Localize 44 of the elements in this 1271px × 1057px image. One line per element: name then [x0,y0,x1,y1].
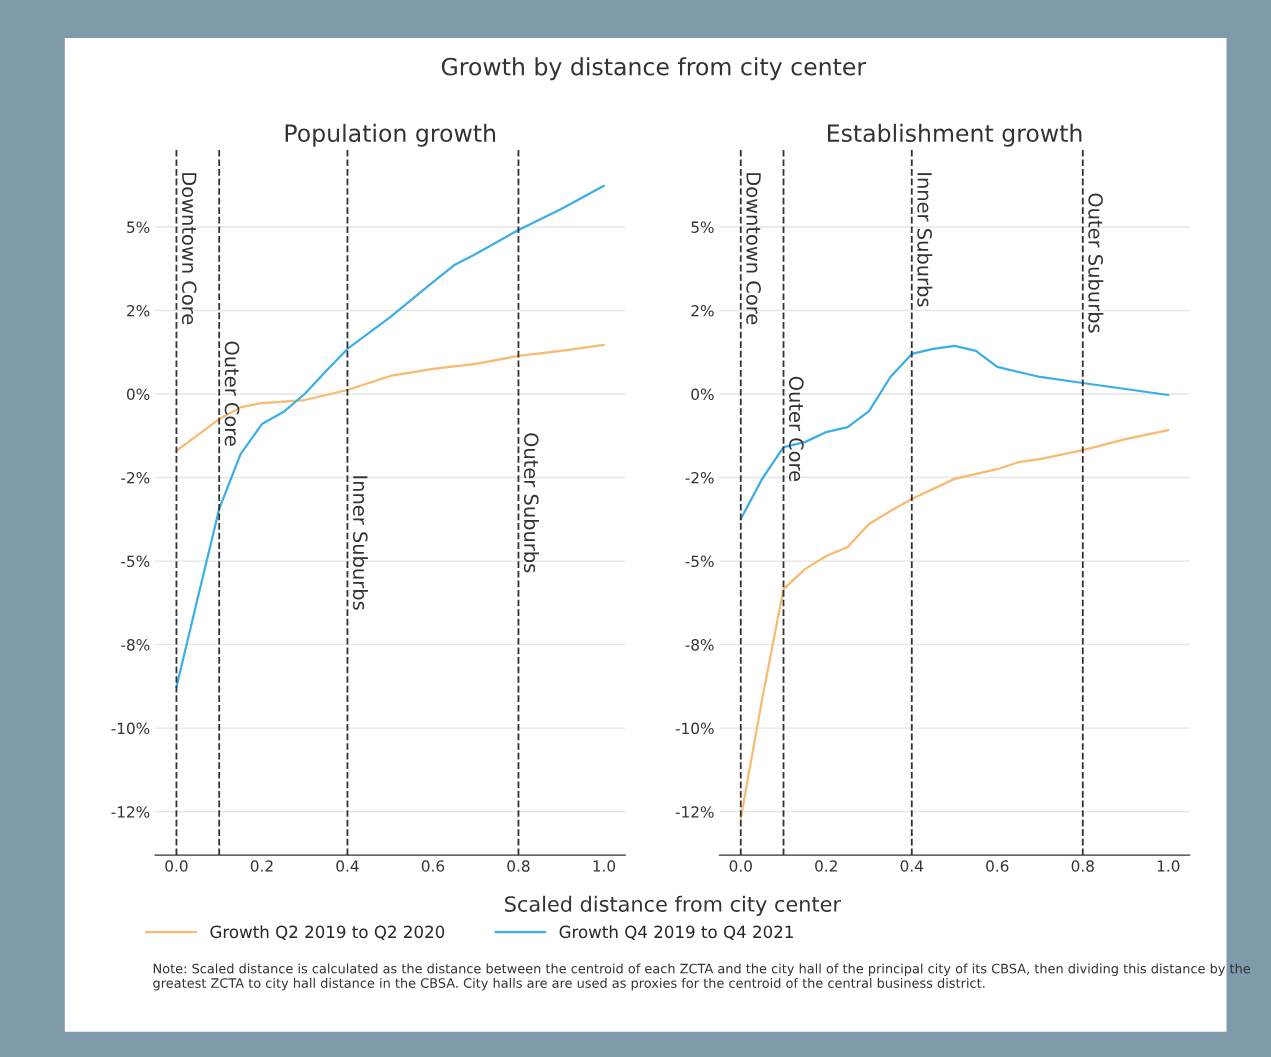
y-tick-label: 2% [127,304,150,317]
text: Note: Scaled distance is calculated as the distance between the centroid of each ZCTA and the city hall of the principal city of its CBSA, then dividing this distance by the greatest ZCTA to city hall distance in the CBSA. City halls are are used as proxies for the centroid of the central business district. [153,963,1251,991]
x-tick-label: 0.0 [165,860,188,872]
y-tick-label: 5% [691,221,714,233]
ref-line-label: Outer Core [224,341,240,446]
x-tick-label: 1.0 [1157,860,1180,872]
x-tick-label: 0.8 [1071,860,1094,872]
ref-line-label: Downtown Core [181,173,197,325]
x-tick-label: 1.0 [593,860,616,872]
y-tick-label: -10% [111,722,150,735]
x-tick-label: 0.2 [815,860,837,872]
ref-line-label: Inner Suburbs [917,173,933,307]
text: Growth by distance from city center [441,57,867,81]
ref-line-label: Outer Suburbs [1088,193,1104,333]
ref-line-label: Downtown Core [746,173,761,325]
ref-line-label: Inner Suburbs [352,476,368,610]
y-tick-label: -8% [685,639,714,651]
y-tick-label: -2% [121,472,150,484]
y-tick-label: 5% [127,221,150,233]
y-tick-label: -10% [675,722,714,735]
y-tick-label: 2% [691,304,714,317]
x-tick-label: 0.8 [507,860,530,872]
x-tick-label: 0.0 [729,860,752,872]
x-tick-label: 0.2 [250,860,273,872]
y-tick-label: -2% [685,472,714,484]
y-tick-label: -12% [675,806,714,818]
y-tick-label: -12% [111,806,150,818]
y-tick-label: 0% [691,388,714,401]
chart-title: Establishment growth [827,123,1082,147]
x-tick-label: 0.6 [986,860,1009,872]
legend-label: Growth Q2 2019 to Q2 2020 [210,925,445,941]
y-tick-label: -5% [121,555,150,568]
x-tick-label: 0.6 [421,860,445,872]
y-tick-label: 0% [126,388,150,401]
x-tick-label: 0.4 [336,860,359,872]
chart-title: Population growth [285,123,496,147]
line-series [739,344,1170,521]
legend-label: Growth Q4 2019 to Q4 2021 [559,925,793,941]
y-tick-label: -5% [685,555,714,568]
ref-line-label: Outer Core [788,376,804,482]
ref-line-label: Outer Suburbs [523,433,539,573]
x-tick-label: 0.4 [900,860,924,872]
x-axis-title: Scaled distance from city center [505,895,841,916]
y-tick-label: -8% [121,639,150,651]
